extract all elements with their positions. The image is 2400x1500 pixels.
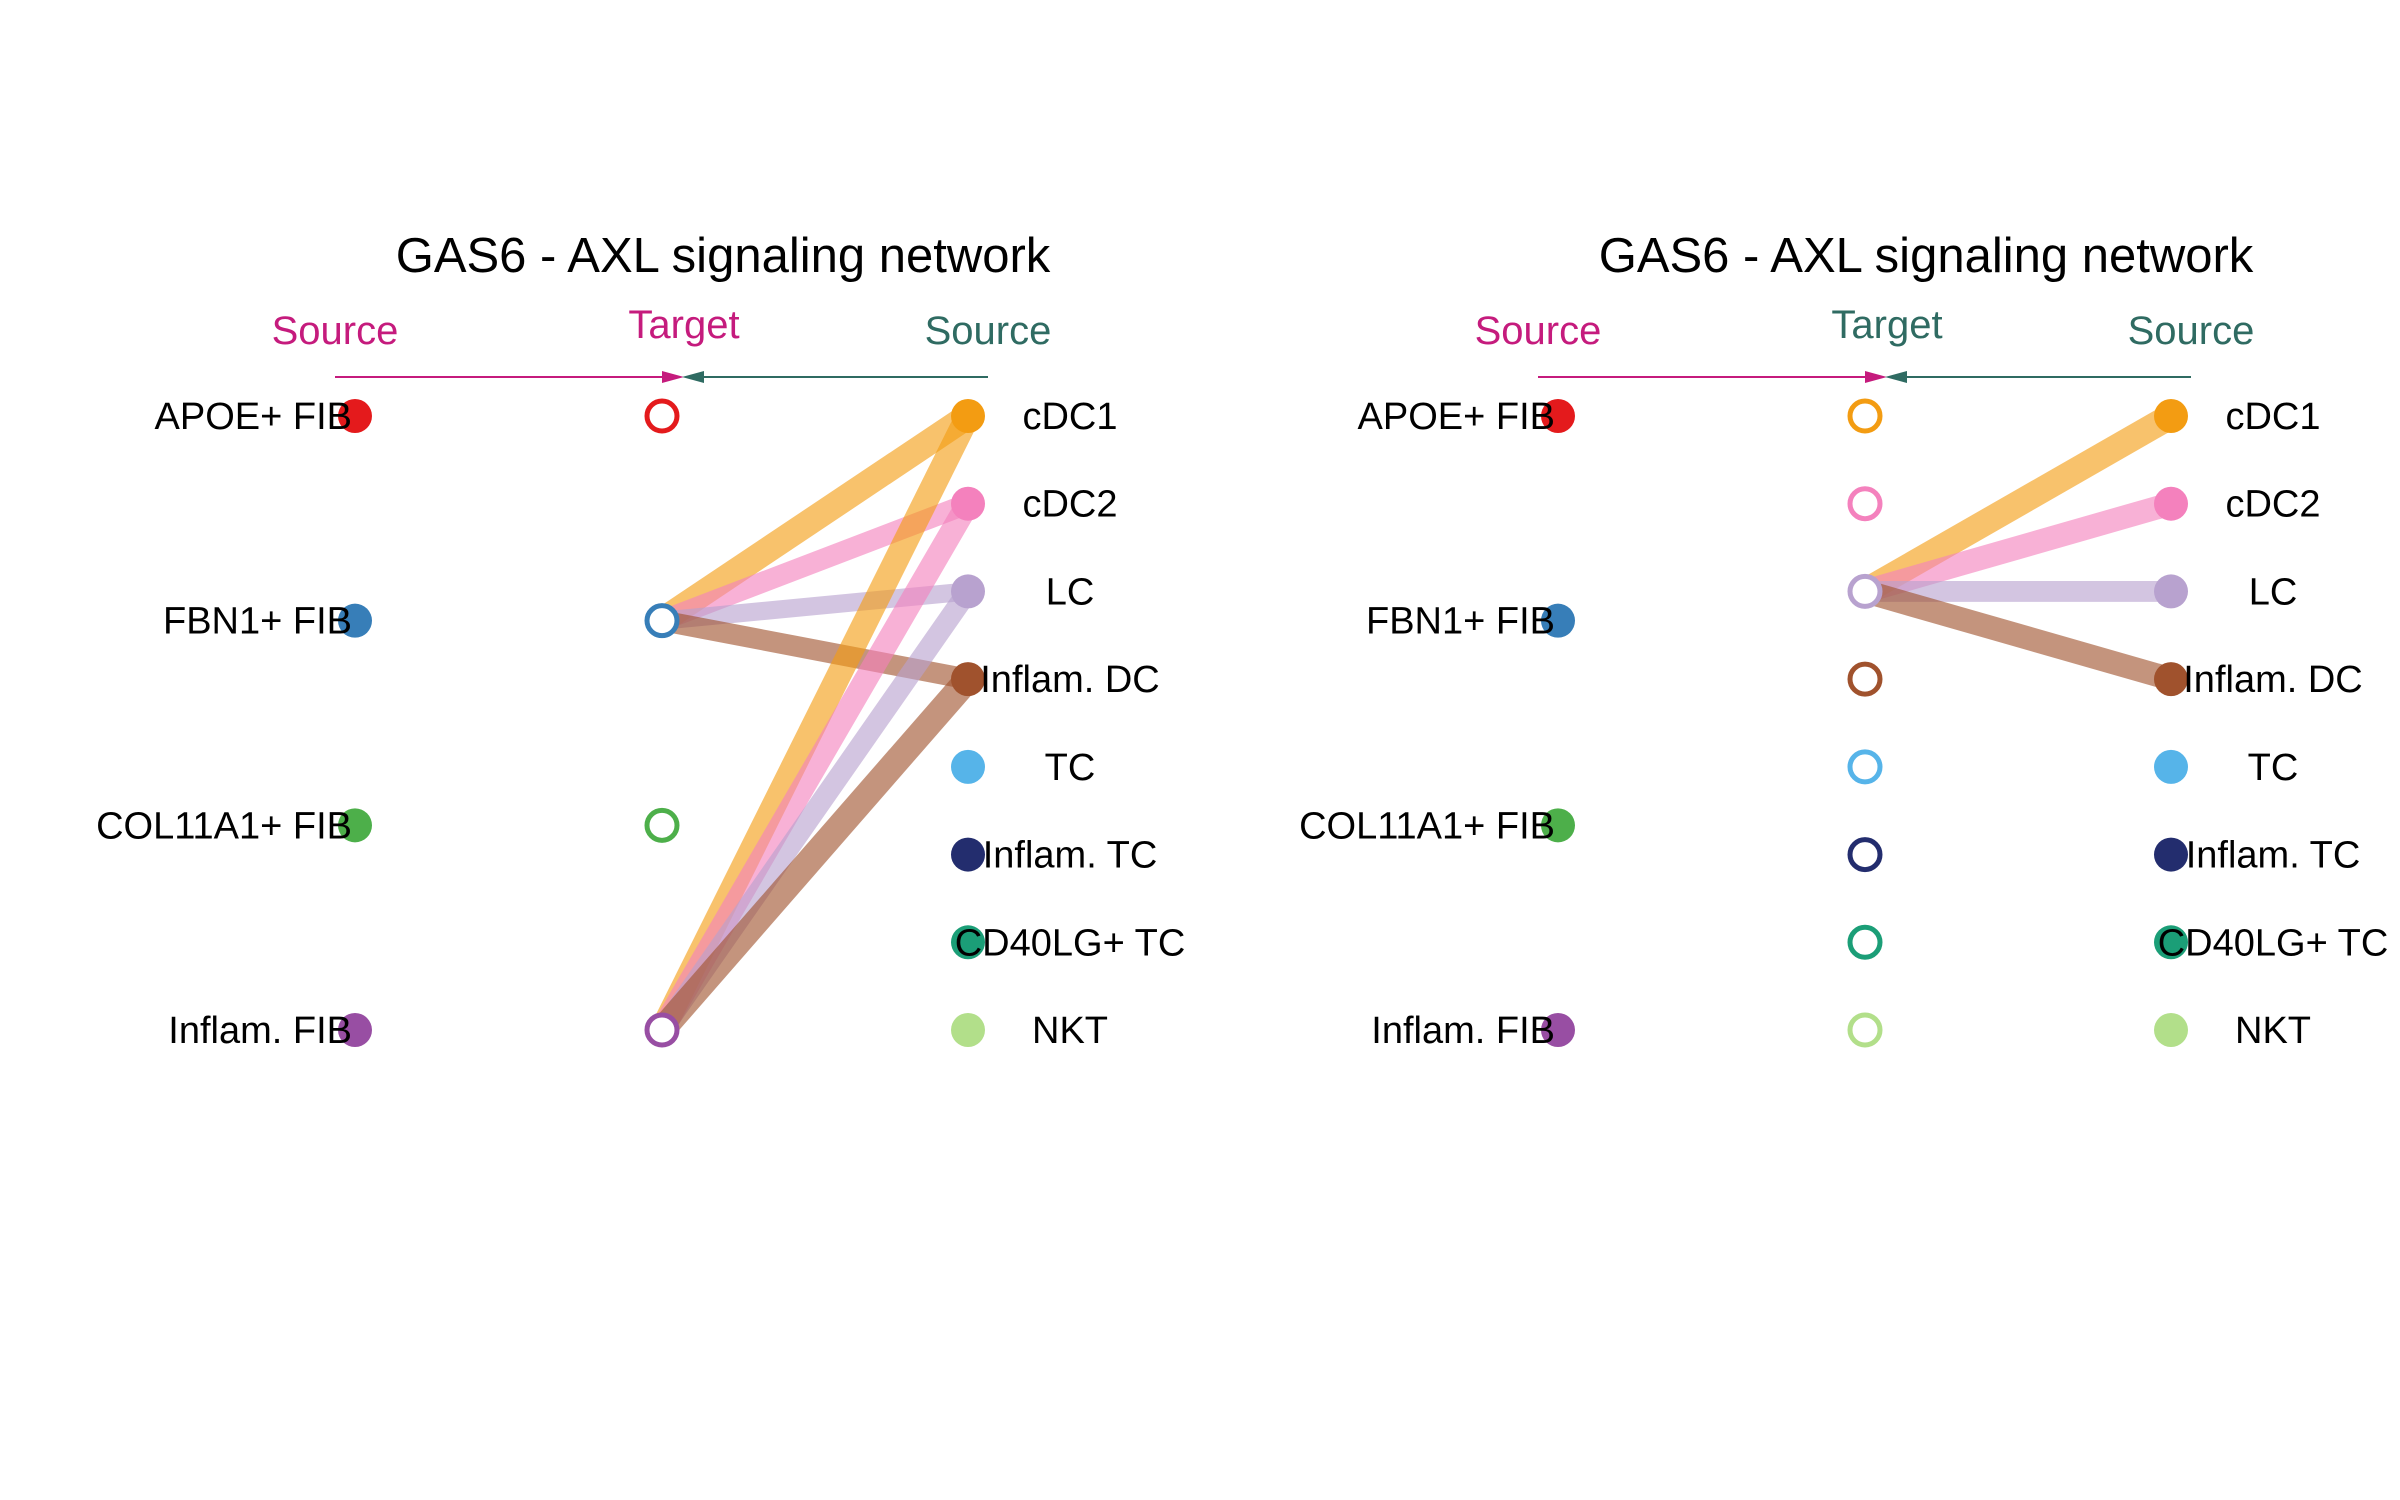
target-node-inflam-tc <box>1847 837 1883 873</box>
header-right-source: Source <box>925 309 1052 353</box>
source-node-label: FBN1+ FIB <box>163 601 352 643</box>
arrowhead-left-icon <box>1885 371 1907 383</box>
edge-cdc1-to-fbn1-fib <box>654 405 976 632</box>
target-node-cdc2 <box>1847 486 1883 522</box>
source-node-label: Inflam. FIB <box>1371 1010 1555 1052</box>
source-node-label: NKT <box>1032 1010 1108 1052</box>
network-panel-right: GAS6 - AXL signaling network Source Targ… <box>1299 229 2388 1052</box>
source-node-inflam-tc <box>951 837 985 872</box>
node-layer: APOE+ FIB FBN1+ FIB COL11A1+ FIB Inflam. FI… <box>96 396 1185 1052</box>
source-node-label: LC <box>2249 571 2298 613</box>
source-node-cdc2 <box>2154 486 2188 521</box>
node-layer: APOE+ FIB FBN1+ FIB COL11A1+ FIB Inflam. FI… <box>1299 396 2388 1052</box>
source-node-cd40lg-tc <box>2154 925 2188 960</box>
header-right-source: Source <box>2128 309 2255 353</box>
target-node-col11a1-fib <box>644 807 680 843</box>
source-node-label: Inflam. FIB <box>168 1010 352 1052</box>
target-node-cd40lg-tc <box>1847 924 1883 960</box>
source-node-label: TC <box>2248 747 2299 789</box>
arrowhead-right-icon <box>662 371 684 383</box>
source-node-lc <box>2154 574 2188 609</box>
target-node-inflam-fib <box>644 1012 680 1048</box>
source-node-nkt <box>951 1013 985 1047</box>
source-node-cd40lg-tc <box>951 925 985 960</box>
source-node-lc <box>951 574 985 609</box>
source-node-cdc2 <box>951 486 985 521</box>
target-node-nkt <box>1847 1012 1883 1048</box>
source-node-apoe-fib <box>1541 399 1575 433</box>
target-node-tc <box>1847 749 1883 785</box>
edge-layer <box>650 405 980 1039</box>
source-node-cdc1 <box>2154 399 2188 433</box>
source-node-label: FBN1+ FIB <box>1366 601 1555 643</box>
source-node-label: APOE+ FIB <box>1358 396 1555 438</box>
source-node-label: CD40LG+ TC <box>2158 922 2389 964</box>
edge-layer <box>1858 404 2178 691</box>
source-node-inflam-tc <box>2154 837 2188 872</box>
panel-title: GAS6 - AXL signaling network <box>1599 229 2254 283</box>
source-node-fbn1-fib <box>338 603 372 638</box>
source-node-tc <box>2154 749 2188 784</box>
source-node-inflam-fib <box>338 1013 372 1047</box>
edge-inflam-dc-to-lc <box>1861 580 2175 691</box>
source-node-label: COL11A1+ FIB <box>96 805 352 847</box>
header-middle-target: Target <box>1831 303 1942 347</box>
source-node-label: TC <box>1045 747 1096 789</box>
source-node-nkt <box>2154 1013 2188 1047</box>
network-panel-left: GAS6 - AXL signaling network Source Targ… <box>96 229 1185 1052</box>
source-node-label: cDC2 <box>1022 484 1117 526</box>
source-node-label: cDC1 <box>2225 396 2320 438</box>
source-node-cdc1 <box>951 399 985 433</box>
target-node-apoe-fib <box>644 398 680 434</box>
source-node-label: APOE+ FIB <box>155 396 352 438</box>
source-node-label: CD40LG+ TC <box>955 922 1186 964</box>
source-node-fbn1-fib <box>1541 603 1575 638</box>
source-node-label: NKT <box>2235 1010 2311 1052</box>
target-node-inflam-dc <box>1847 661 1883 697</box>
source-node-label: Inflam. DC <box>2183 659 2362 701</box>
source-node-inflam-dc <box>951 662 985 697</box>
source-node-apoe-fib <box>338 399 372 433</box>
source-node-label: Inflam. TC <box>983 835 1158 877</box>
source-node-label: cDC1 <box>1022 396 1117 438</box>
source-node-label: LC <box>1046 571 1095 613</box>
edge-cdc2-to-lc <box>1861 492 2175 603</box>
arrowhead-right-icon <box>1865 371 1887 383</box>
source-node-inflam-fib <box>1541 1013 1575 1047</box>
source-node-label: Inflam. DC <box>980 659 1159 701</box>
source-node-label: COL11A1+ FIB <box>1299 805 1555 847</box>
header-middle-target: Target <box>628 303 739 347</box>
source-node-col11a1-fib <box>338 808 372 843</box>
target-node-cdc1 <box>1847 398 1883 434</box>
arrowhead-left-icon <box>682 371 704 383</box>
header-left-source: Source <box>1475 309 1602 353</box>
target-node-lc <box>1847 573 1883 609</box>
edge-cdc1-to-lc <box>1858 404 2178 603</box>
source-node-label: cDC2 <box>2225 484 2320 526</box>
header-left-source: Source <box>272 309 399 353</box>
header-arrows <box>335 371 988 383</box>
source-node-label: Inflam. TC <box>2186 835 2361 877</box>
edge-inflam-dc-to-inflam-fib <box>652 670 978 1039</box>
target-node-fbn1-fib <box>644 603 680 639</box>
source-node-tc <box>951 749 985 784</box>
source-node-inflam-dc <box>2154 662 2188 697</box>
source-node-col11a1-fib <box>1541 808 1575 843</box>
panel-title: GAS6 - AXL signaling network <box>396 229 1051 283</box>
header-arrows <box>1538 371 2191 383</box>
